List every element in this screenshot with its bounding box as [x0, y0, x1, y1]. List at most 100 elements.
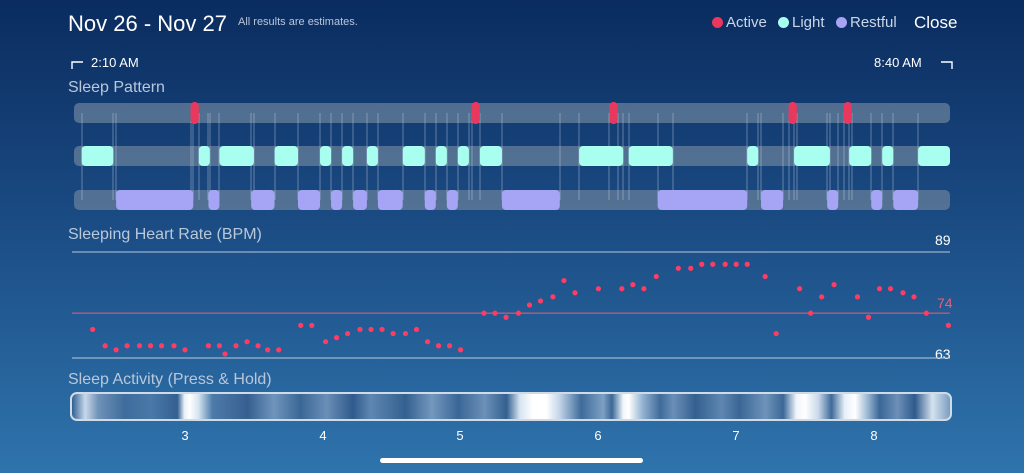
hr-max-label: 89	[935, 232, 951, 248]
hr-point	[424, 339, 431, 345]
active-segment	[190, 102, 199, 124]
hr-point	[322, 339, 329, 345]
hr-point	[113, 347, 119, 353]
active-dot-icon	[712, 17, 723, 28]
hr-point	[537, 298, 544, 304]
hr-point	[222, 351, 228, 357]
light-dot-icon	[778, 17, 789, 28]
restful-dot-icon	[836, 17, 847, 28]
active-track	[74, 103, 950, 123]
hr-point	[413, 326, 420, 333]
restful-segment	[377, 190, 403, 210]
active-segment	[788, 102, 797, 124]
light-segment	[457, 146, 469, 166]
hr-point	[171, 343, 177, 349]
hr-point	[333, 335, 340, 341]
light-segment	[435, 146, 447, 166]
hr-point	[762, 273, 768, 280]
active-segment	[471, 102, 480, 124]
hr-point	[808, 310, 814, 316]
hr-point	[379, 326, 385, 333]
hr-point	[158, 343, 165, 349]
hr-point	[402, 330, 409, 337]
hr-point	[368, 326, 374, 333]
end-time: 8:40 AM	[874, 55, 922, 70]
legend-active-label: Active	[726, 14, 767, 31]
hr-point	[357, 326, 363, 333]
hr-point	[90, 326, 96, 333]
hr-point	[865, 314, 872, 320]
restful-segment	[208, 190, 220, 210]
legend-light: Light	[778, 14, 825, 31]
hr-avg-label: 74	[937, 295, 953, 311]
light-segment	[219, 146, 254, 166]
estimate-note: All results are estimates.	[238, 16, 358, 28]
light-segment	[849, 146, 872, 166]
restful-segment	[761, 190, 784, 210]
restful-segment	[501, 190, 560, 210]
light-segment	[918, 146, 950, 166]
heart-rate-chart[interactable]	[0, 245, 1024, 365]
sleep-activity-title: Sleep Activity (Press & Hold)	[68, 371, 272, 388]
hr-point	[641, 286, 647, 292]
hr-point	[147, 343, 154, 349]
restful-segment	[893, 190, 919, 210]
light-segment	[479, 146, 502, 166]
hr-point	[136, 343, 143, 349]
hr-point	[526, 302, 533, 308]
hr-point	[675, 265, 681, 271]
home-indicator[interactable]	[380, 458, 643, 463]
x-tick-4: 4	[319, 428, 327, 443]
sleep-pattern-title: Sleep Pattern	[68, 79, 165, 96]
hr-point	[205, 343, 212, 349]
page-title: Nov 26 - Nov 27	[68, 11, 227, 36]
restful-segment	[116, 190, 194, 210]
light-segment	[366, 146, 378, 166]
hr-point	[309, 322, 315, 328]
hr-point	[481, 310, 487, 316]
hr-point	[710, 261, 716, 267]
close-button[interactable]: Close	[914, 13, 958, 32]
hr-point	[733, 261, 739, 267]
hr-point	[233, 343, 239, 349]
x-tick-5: 5	[456, 428, 464, 443]
sleep-pattern-chart[interactable]	[0, 95, 1024, 220]
hr-point	[630, 282, 636, 288]
hr-point	[458, 347, 464, 353]
hr-point	[572, 290, 578, 296]
light-segment	[81, 146, 114, 166]
hr-point	[102, 343, 108, 349]
light-segment	[794, 146, 830, 166]
sleep-activity-bar[interactable]	[70, 392, 952, 421]
light-segment	[747, 146, 759, 166]
hr-point	[796, 286, 803, 292]
legend-restful-label: Restful	[850, 14, 897, 31]
hr-point	[265, 347, 271, 353]
light-segment	[402, 146, 425, 166]
hr-point	[876, 286, 883, 292]
legend-restful: Restful	[836, 14, 897, 31]
hr-point	[390, 330, 396, 337]
hr-point	[923, 310, 929, 316]
x-tick-7: 7	[732, 428, 740, 443]
hr-point	[345, 330, 351, 337]
x-tick-3: 3	[181, 428, 189, 443]
hr-point	[492, 310, 498, 316]
hr-point	[887, 286, 894, 292]
hr-point	[699, 261, 705, 267]
light-segment	[579, 146, 624, 166]
x-tick-6: 6	[594, 428, 602, 443]
hr-point	[744, 261, 750, 267]
light-segment	[274, 146, 298, 166]
hr-point	[900, 290, 906, 296]
light-segment	[320, 146, 332, 166]
hr-point	[515, 310, 522, 316]
restful-segment	[353, 190, 367, 210]
hr-point	[819, 294, 825, 300]
hr-point	[435, 343, 442, 349]
light-segment	[342, 146, 354, 166]
legend-active: Active	[712, 14, 767, 31]
restful-segment	[446, 190, 458, 210]
hr-point	[255, 343, 261, 349]
hr-point	[244, 339, 250, 345]
